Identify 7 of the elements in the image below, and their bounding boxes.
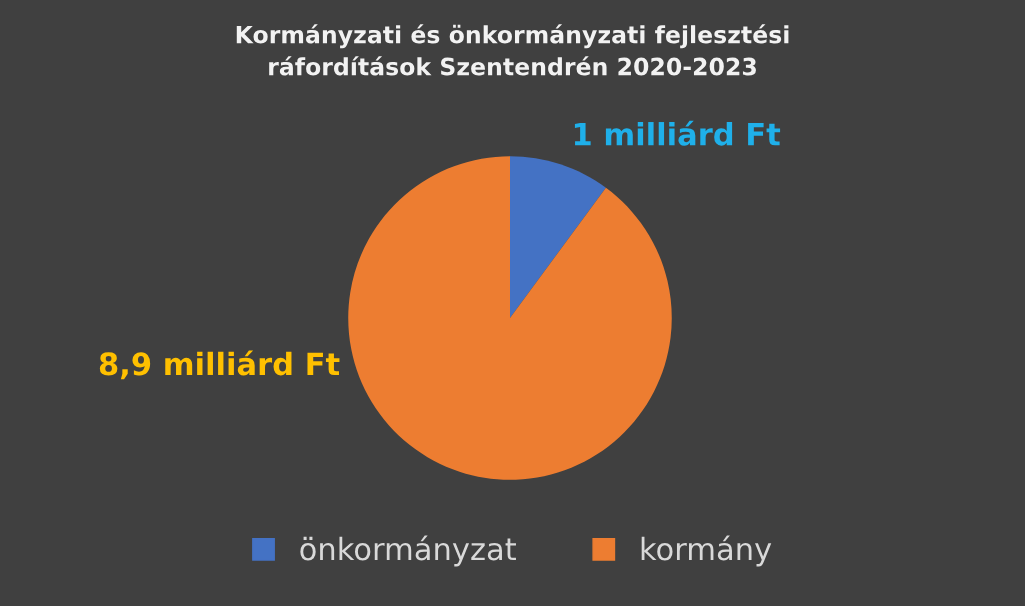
legend-label: kormány <box>641 535 772 567</box>
legend-label: önkormányzat <box>300 535 516 567</box>
pie-slice <box>348 156 672 480</box>
pie-slice <box>510 156 606 318</box>
chart-title: Kormányzati és önkormányzati fejlesztési ráfordítások Szentendrén 2020-2023 <box>236 24 789 76</box>
data-label: 1 milliárd Ft <box>574 120 781 146</box>
data-label: 8,9 milliárd Ft <box>99 350 340 380</box>
